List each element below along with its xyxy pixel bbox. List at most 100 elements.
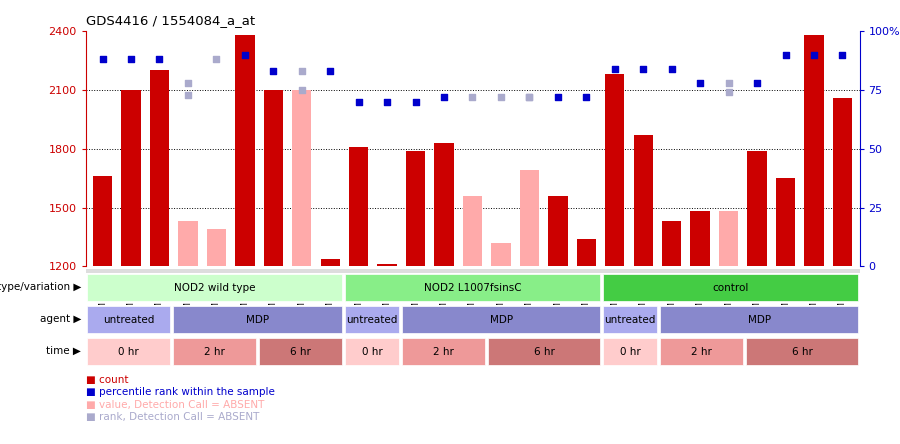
- Bar: [605, 74, 625, 266]
- Bar: [548, 196, 568, 266]
- Text: untreated: untreated: [346, 315, 398, 325]
- Bar: [519, 170, 539, 266]
- Point: [95, 56, 110, 63]
- Bar: [87, 274, 342, 301]
- Point: [664, 65, 679, 72]
- Bar: [93, 176, 112, 266]
- Bar: [235, 35, 255, 266]
- Text: agent ▶: agent ▶: [40, 314, 81, 324]
- Text: untreated: untreated: [103, 315, 154, 325]
- Point: [494, 93, 508, 100]
- Bar: [259, 338, 342, 365]
- Bar: [122, 90, 140, 266]
- Text: 0 hr: 0 hr: [620, 347, 641, 357]
- Bar: [87, 306, 170, 333]
- Point: [181, 91, 195, 98]
- Point: [835, 51, 850, 58]
- Text: NOD2 L1007fsinsC: NOD2 L1007fsinsC: [424, 283, 521, 293]
- Text: 6 hr: 6 hr: [792, 347, 813, 357]
- Point: [750, 79, 764, 87]
- Bar: [320, 258, 340, 266]
- Bar: [292, 90, 311, 266]
- Bar: [207, 229, 226, 266]
- Point: [352, 98, 366, 105]
- Text: ■ count: ■ count: [86, 375, 128, 385]
- Bar: [345, 306, 400, 333]
- Bar: [634, 135, 652, 266]
- Text: time ▶: time ▶: [46, 346, 81, 356]
- Bar: [178, 221, 198, 266]
- Text: 6 hr: 6 hr: [534, 347, 554, 357]
- Text: 2 hr: 2 hr: [691, 347, 712, 357]
- Bar: [832, 98, 852, 266]
- Bar: [463, 196, 482, 266]
- Point: [209, 56, 223, 63]
- Text: MDP: MDP: [246, 315, 269, 325]
- Point: [465, 93, 480, 100]
- Bar: [406, 151, 426, 266]
- Point: [693, 79, 707, 87]
- Bar: [345, 274, 600, 301]
- Point: [636, 65, 651, 72]
- Bar: [603, 306, 657, 333]
- Bar: [491, 243, 510, 266]
- Bar: [345, 338, 400, 365]
- Point: [294, 87, 309, 94]
- Bar: [377, 265, 397, 266]
- Point: [323, 67, 338, 75]
- Point: [266, 67, 281, 75]
- Bar: [690, 211, 710, 266]
- Bar: [805, 35, 824, 266]
- Point: [181, 79, 195, 87]
- Point: [436, 93, 451, 100]
- Bar: [577, 239, 596, 266]
- Text: untreated: untreated: [605, 315, 656, 325]
- Text: ■ rank, Detection Call = ABSENT: ■ rank, Detection Call = ABSENT: [86, 412, 259, 422]
- Text: MDP: MDP: [748, 315, 770, 325]
- Point: [722, 79, 736, 87]
- Text: MDP: MDP: [490, 315, 513, 325]
- Bar: [435, 143, 454, 266]
- Bar: [173, 306, 342, 333]
- Point: [124, 56, 139, 63]
- Point: [380, 98, 394, 105]
- Point: [522, 93, 536, 100]
- Bar: [402, 306, 600, 333]
- Bar: [149, 70, 169, 266]
- Text: ■ percentile rank within the sample: ■ percentile rank within the sample: [86, 388, 274, 397]
- Bar: [349, 147, 368, 266]
- Bar: [603, 338, 657, 365]
- Text: 0 hr: 0 hr: [362, 347, 382, 357]
- Bar: [264, 90, 283, 266]
- Point: [294, 67, 309, 75]
- Point: [722, 89, 736, 96]
- Text: ■ value, Detection Call = ABSENT: ■ value, Detection Call = ABSENT: [86, 400, 264, 410]
- Point: [608, 65, 622, 72]
- Bar: [661, 306, 858, 333]
- Bar: [661, 338, 743, 365]
- Text: genotype/variation ▶: genotype/variation ▶: [0, 282, 81, 292]
- Bar: [489, 338, 600, 365]
- Bar: [87, 338, 170, 365]
- Text: 2 hr: 2 hr: [434, 347, 454, 357]
- Text: 0 hr: 0 hr: [118, 347, 139, 357]
- Bar: [747, 151, 767, 266]
- Bar: [402, 338, 485, 365]
- Text: 2 hr: 2 hr: [204, 347, 225, 357]
- Point: [152, 56, 166, 63]
- Bar: [776, 178, 796, 266]
- Point: [551, 93, 565, 100]
- Point: [409, 98, 423, 105]
- Bar: [746, 338, 858, 365]
- Text: control: control: [712, 283, 749, 293]
- Point: [238, 51, 252, 58]
- Bar: [603, 274, 858, 301]
- Text: NOD2 wild type: NOD2 wild type: [174, 283, 256, 293]
- Text: GDS4416 / 1554084_a_at: GDS4416 / 1554084_a_at: [86, 14, 255, 27]
- Point: [806, 51, 821, 58]
- Bar: [719, 211, 738, 266]
- Point: [778, 51, 793, 58]
- Bar: [662, 221, 681, 266]
- Bar: [173, 338, 256, 365]
- Point: [579, 93, 593, 100]
